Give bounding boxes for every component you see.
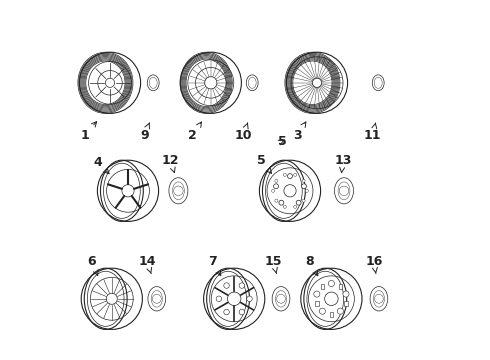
Circle shape (283, 205, 286, 208)
Circle shape (319, 308, 325, 314)
Circle shape (275, 179, 278, 183)
Text: 12: 12 (161, 154, 179, 172)
Circle shape (106, 293, 117, 304)
Text: 13: 13 (334, 154, 352, 172)
Bar (330, 312, 333, 316)
Ellipse shape (148, 287, 166, 311)
Circle shape (227, 292, 241, 306)
Circle shape (205, 77, 217, 89)
Circle shape (275, 199, 278, 202)
Circle shape (224, 283, 229, 288)
Ellipse shape (147, 75, 159, 91)
Text: 9: 9 (140, 123, 149, 141)
Circle shape (337, 308, 343, 314)
Circle shape (279, 200, 284, 205)
Circle shape (314, 291, 320, 297)
Ellipse shape (272, 287, 290, 311)
Text: 3: 3 (293, 122, 306, 141)
Bar (344, 301, 348, 306)
Text: 15: 15 (264, 255, 282, 274)
Circle shape (294, 173, 297, 176)
Text: 5: 5 (278, 135, 287, 148)
Ellipse shape (335, 178, 353, 204)
Circle shape (302, 179, 305, 183)
Circle shape (283, 173, 286, 176)
Text: 6: 6 (88, 255, 98, 275)
Circle shape (301, 184, 306, 189)
Text: 11: 11 (364, 123, 382, 141)
Circle shape (296, 200, 301, 205)
Circle shape (271, 189, 275, 192)
Circle shape (122, 185, 134, 197)
Circle shape (302, 199, 305, 202)
Circle shape (313, 78, 321, 87)
Text: 10: 10 (234, 123, 252, 141)
Text: 4: 4 (93, 156, 109, 174)
Ellipse shape (372, 75, 384, 91)
Text: 14: 14 (138, 255, 156, 274)
Text: 8: 8 (305, 255, 318, 276)
Circle shape (247, 296, 252, 302)
Text: 2: 2 (189, 122, 201, 141)
Ellipse shape (370, 287, 388, 311)
Circle shape (216, 296, 221, 302)
Bar (315, 301, 318, 306)
Ellipse shape (246, 75, 258, 91)
Circle shape (328, 280, 335, 287)
Circle shape (273, 184, 278, 189)
Text: 5: 5 (257, 154, 271, 174)
Circle shape (224, 309, 229, 315)
Circle shape (284, 185, 296, 197)
Circle shape (152, 294, 161, 303)
Text: 16: 16 (365, 255, 383, 274)
Bar (320, 284, 324, 289)
Ellipse shape (169, 178, 188, 204)
Circle shape (173, 186, 183, 195)
Circle shape (343, 291, 349, 297)
Circle shape (305, 189, 308, 192)
Circle shape (239, 283, 245, 288)
Circle shape (374, 294, 383, 303)
Text: 1: 1 (80, 122, 97, 141)
Text: 7: 7 (208, 255, 220, 276)
Circle shape (339, 186, 349, 195)
Circle shape (239, 309, 245, 315)
Bar (339, 284, 342, 289)
Circle shape (325, 292, 338, 306)
Circle shape (288, 174, 293, 179)
Circle shape (105, 78, 115, 87)
Circle shape (294, 205, 297, 208)
Circle shape (276, 294, 286, 303)
